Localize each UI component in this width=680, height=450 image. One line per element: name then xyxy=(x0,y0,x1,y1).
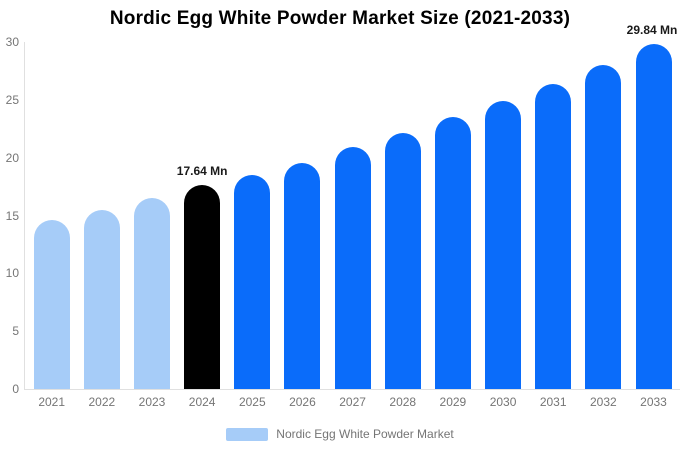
x-tick-label-2028: 2028 xyxy=(389,395,417,409)
x-tick-label-2026: 2026 xyxy=(289,395,316,409)
y-tick-label-15: 15 xyxy=(5,208,19,223)
y-axis-line xyxy=(24,42,25,389)
x-tick-label-2032: 2032 xyxy=(589,395,617,409)
bar-2023[interactable] xyxy=(134,198,170,389)
y-tick-label-20: 20 xyxy=(5,150,19,165)
y-tick-label-0: 0 xyxy=(12,382,19,396)
bar-2030[interactable] xyxy=(485,101,522,389)
legend-label: Nordic Egg White Powder Market xyxy=(276,427,454,441)
bar-2025[interactable] xyxy=(234,175,271,389)
data-label-2024: 17.64 Mn xyxy=(176,163,228,178)
x-tick-label-2023: 2023 xyxy=(138,395,166,409)
x-tick-label-2024: 2024 xyxy=(188,395,216,409)
plot-area: 2021 2022 2023 2024 17.64 Mn 2025 2026 2027 2028… xyxy=(24,23,680,409)
legend-swatch xyxy=(226,427,269,441)
bar-2031[interactable] xyxy=(535,83,572,389)
bar-2033[interactable] xyxy=(635,43,672,389)
bar-2026[interactable] xyxy=(284,163,321,389)
y-tick-label-5: 5 xyxy=(12,324,19,339)
x-tick-label-2033: 2033 xyxy=(640,395,667,409)
legend-item[interactable]: Nordic Egg White Powder Market xyxy=(0,424,680,444)
bar-2024[interactable] xyxy=(184,184,221,389)
x-tick-label-2021: 2021 xyxy=(38,395,66,409)
x-tick-label-2022: 2022 xyxy=(88,395,116,409)
x-tick-label-2031: 2031 xyxy=(539,395,567,409)
bar-2022[interactable] xyxy=(83,209,120,389)
chart-title: Nordic Egg White Powder Market Size (202… xyxy=(109,8,571,29)
x-axis-line xyxy=(24,389,680,390)
x-tick-label-2030: 2030 xyxy=(489,395,517,409)
bar-2032[interactable] xyxy=(585,65,622,389)
bar-2021[interactable] xyxy=(33,220,70,389)
data-label-2033: 29.84 Mn xyxy=(626,22,678,37)
x-tick-label-2029: 2029 xyxy=(439,395,467,409)
y-tick-label-10: 10 xyxy=(5,266,19,281)
x-tick-label-2025: 2025 xyxy=(238,395,266,409)
y-tick-label-30: 30 xyxy=(5,35,19,49)
bar-2028[interactable] xyxy=(384,133,421,389)
x-tick-label-2027: 2027 xyxy=(339,395,366,409)
bar-2029[interactable] xyxy=(434,117,471,389)
bar-2027[interactable] xyxy=(334,147,371,389)
y-tick-label-25: 25 xyxy=(5,92,19,107)
